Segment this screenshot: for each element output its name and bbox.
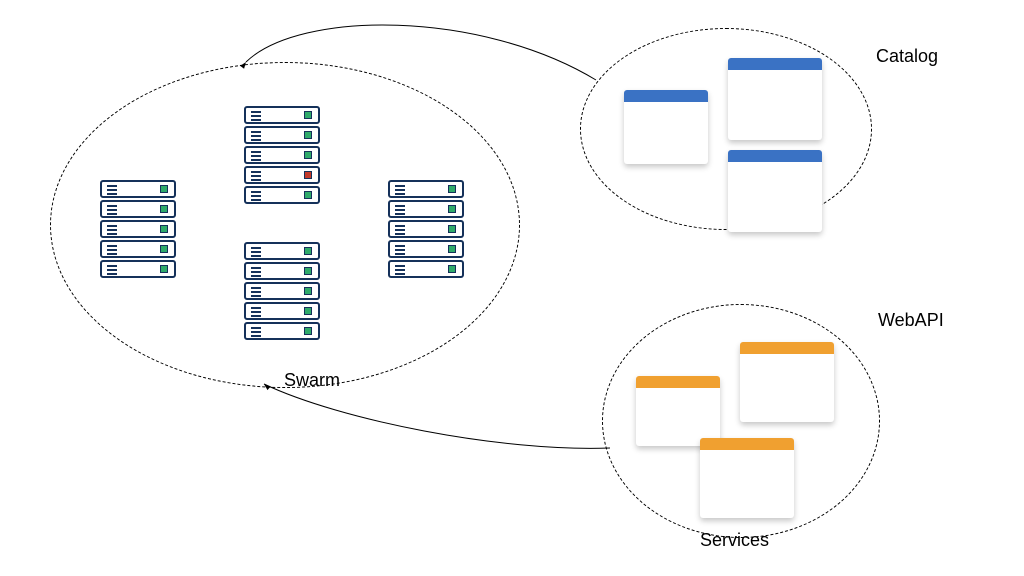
status-light-ok-icon (304, 267, 312, 275)
window-titlebar-icon (700, 438, 794, 450)
status-light-ok-icon (448, 185, 456, 193)
server-unit (388, 180, 464, 198)
status-light-ok-icon (304, 111, 312, 119)
window-titlebar-icon (636, 376, 720, 388)
window-titlebar-icon (728, 150, 822, 162)
server-unit (388, 200, 464, 218)
status-light-ok-icon (160, 245, 168, 253)
server-unit (244, 186, 320, 204)
server-rack-left (100, 180, 176, 280)
webapi-card (740, 342, 834, 422)
status-light-ok-icon (160, 185, 168, 193)
server-unit (244, 166, 320, 184)
server-unit (244, 282, 320, 300)
diagram-stage: Swarm Catalog WebAPI Services (0, 0, 1024, 576)
status-light-error-icon (304, 171, 312, 179)
status-light-ok-icon (304, 307, 312, 315)
status-light-ok-icon (160, 225, 168, 233)
server-unit (244, 106, 320, 124)
server-unit (388, 240, 464, 258)
status-light-ok-icon (304, 247, 312, 255)
catalog-card (728, 58, 822, 140)
status-light-ok-icon (304, 131, 312, 139)
server-unit (100, 200, 176, 218)
server-unit (244, 146, 320, 164)
server-rack-top (244, 106, 320, 206)
server-unit (388, 260, 464, 278)
webapi-label: WebAPI (878, 310, 944, 331)
server-unit (244, 302, 320, 320)
server-rack-right (388, 180, 464, 280)
status-light-ok-icon (304, 151, 312, 159)
window-titlebar-icon (740, 342, 834, 354)
status-light-ok-icon (304, 191, 312, 199)
server-unit (244, 242, 320, 260)
connector-webapi-to-swarm (264, 384, 610, 448)
server-unit (100, 220, 176, 238)
server-rack-bottom (244, 242, 320, 342)
server-unit (244, 262, 320, 280)
server-unit (388, 220, 464, 238)
window-titlebar-icon (728, 58, 822, 70)
status-light-ok-icon (448, 205, 456, 213)
webapi-card (700, 438, 794, 518)
status-light-ok-icon (448, 265, 456, 273)
server-unit (244, 126, 320, 144)
server-unit (244, 322, 320, 340)
services-label: Services (700, 530, 769, 551)
catalog-card (624, 90, 708, 164)
server-unit (100, 180, 176, 198)
status-light-ok-icon (304, 327, 312, 335)
window-titlebar-icon (624, 90, 708, 102)
webapi-card (636, 376, 720, 446)
swarm-label: Swarm (284, 370, 340, 391)
status-light-ok-icon (304, 287, 312, 295)
catalog-label: Catalog (876, 46, 938, 67)
server-unit (100, 260, 176, 278)
status-light-ok-icon (448, 225, 456, 233)
server-unit (100, 240, 176, 258)
status-light-ok-icon (160, 265, 168, 273)
catalog-card (728, 150, 822, 232)
status-light-ok-icon (160, 205, 168, 213)
status-light-ok-icon (448, 245, 456, 253)
